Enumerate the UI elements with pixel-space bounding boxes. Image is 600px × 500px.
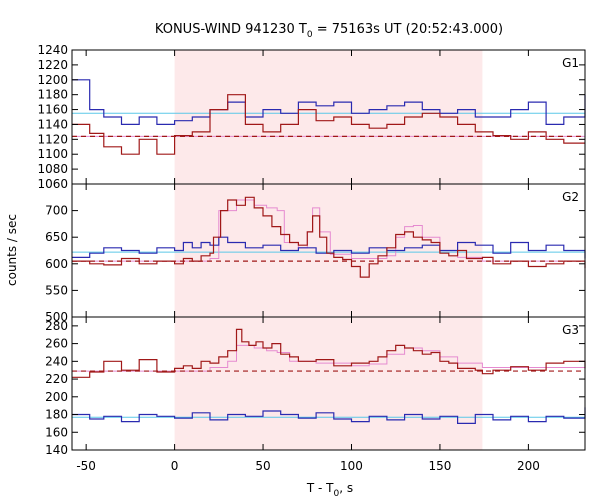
x-tick-label: 0	[171, 459, 179, 473]
blue-series-line	[72, 407, 586, 424]
y-tick-label: 160	[45, 425, 68, 439]
y-tick-label: 1100	[37, 147, 68, 161]
y-tick-label: 1060	[37, 177, 68, 191]
y-tick-label: 180	[45, 408, 68, 422]
chart-title: KONUS-WIND 941230 T0 = 75163s UT (20:52:…	[155, 22, 503, 40]
y-tick-label: 600	[45, 257, 68, 271]
panel-g1: 1060108011001120114011601180120012201240…	[37, 43, 586, 191]
red-series-line	[72, 196, 586, 278]
y-tick-label: 700	[45, 204, 68, 218]
burst-interval-shade	[174, 317, 483, 450]
y-tick-label: 220	[45, 372, 68, 386]
y-tick-label: 280	[45, 319, 68, 333]
x-tick-label: 150	[428, 459, 451, 473]
y-tick-label: 650	[45, 230, 68, 244]
panel-label: G3	[562, 323, 579, 337]
x-tick-label: -50	[76, 459, 96, 473]
panel-g2: 500 550 600 650 700 G2	[45, 183, 586, 324]
blue-series-line	[72, 79, 586, 125]
y-tick-label: 1180	[37, 88, 68, 102]
y-tick-label: 1160	[37, 103, 68, 117]
x-tick-label: 50	[255, 459, 270, 473]
x-axis-label: T - T0, s	[306, 481, 353, 499]
y-tick-label: 260	[45, 337, 68, 351]
y-axis-label: counts / sec	[5, 214, 19, 286]
y-tick-label: 1220	[37, 58, 68, 72]
panel-label: G2	[562, 190, 579, 204]
red-series-line	[72, 94, 585, 155]
y-tick-label: 1140	[37, 117, 68, 131]
panel-frame	[71, 316, 586, 451]
x-tick-label: 100	[340, 459, 363, 473]
y-tick-label: 240	[45, 354, 68, 368]
y-tick-label: 1120	[37, 132, 68, 146]
y-tick-label: 500	[45, 310, 68, 324]
burst-interval-shade	[174, 50, 483, 184]
panel-label: G1	[562, 56, 579, 70]
burst-interval-shade	[174, 184, 483, 317]
red-series-line	[72, 328, 586, 378]
y-tick-label: 550	[45, 283, 68, 297]
x-tick-label: 200	[517, 459, 540, 473]
panel-g3: 140 160 180 200 220 240 260 280 G3	[45, 316, 586, 457]
y-tick-label: 140	[45, 443, 68, 457]
y-tick-label: 1200	[37, 73, 68, 87]
y-tick-label: 1240	[37, 43, 68, 57]
blue-series-line	[72, 236, 586, 259]
y-tick-label: 200	[45, 390, 68, 404]
x-axis: -50 0 50 100 150 200	[76, 459, 539, 473]
y-tick-label: 1080	[37, 162, 68, 176]
